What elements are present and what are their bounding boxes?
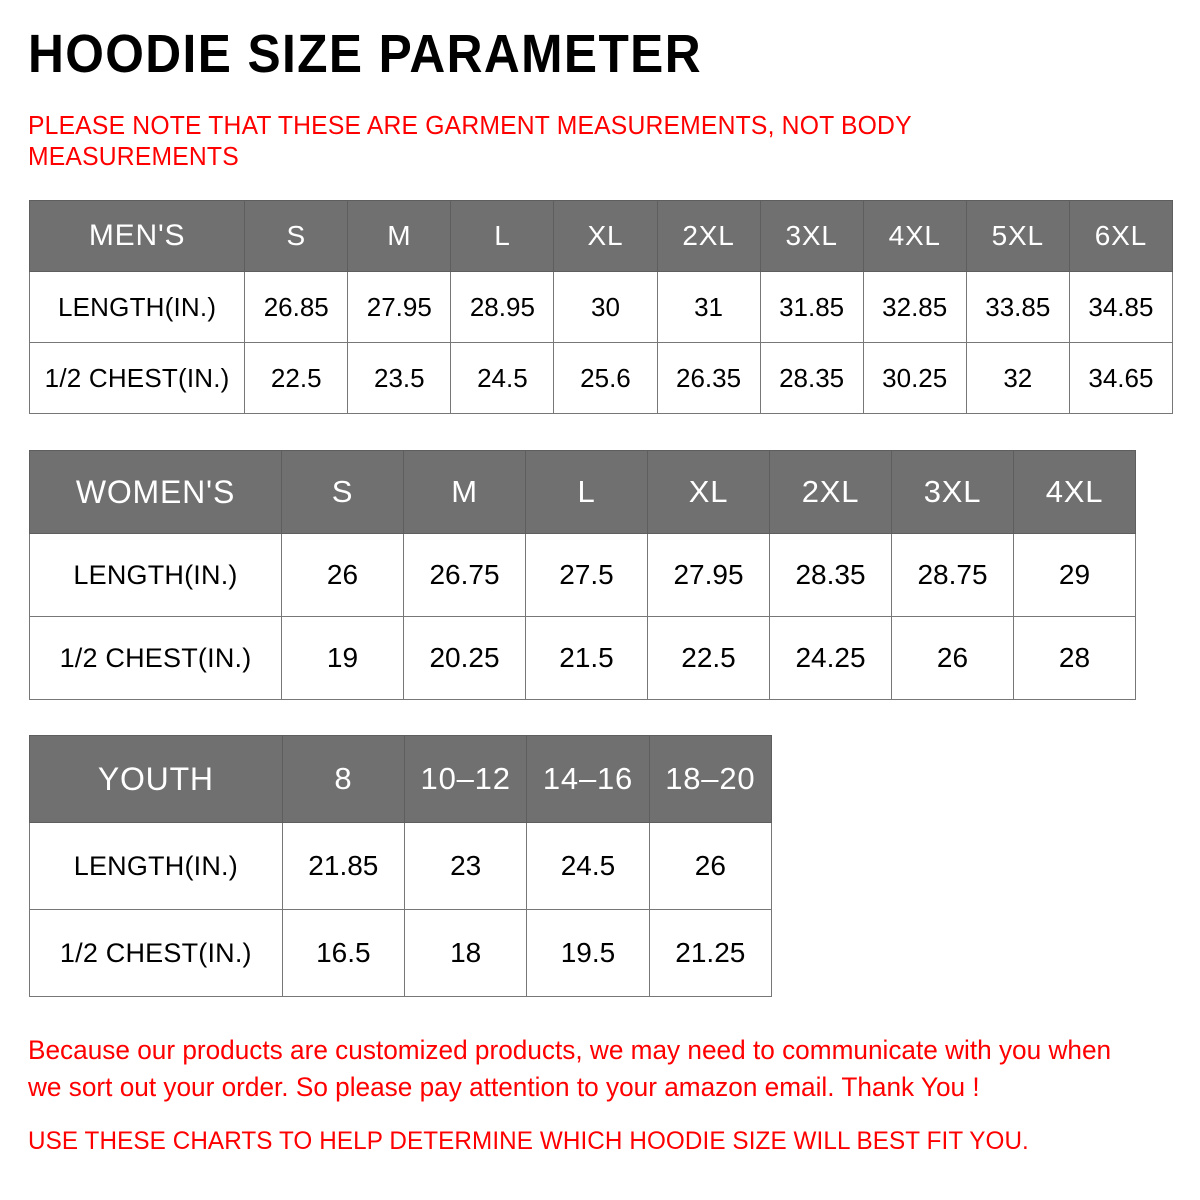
womens-row-label-2: 1/2 CHEST(IN.) (29, 616, 282, 700)
mens-measure-1-4: 30 (553, 271, 658, 343)
table-row: 1/2 CHEST(IN.) 22.5 23.5 24.5 25.6 26.35 28.35… (28, 342, 1174, 414)
youth-size-header-4: 18–20 (648, 735, 773, 823)
womens-size-header-3: L (525, 450, 648, 534)
youth-row-label-1: LENGTH(IN.) (29, 822, 283, 910)
womens-measure-2-6: 26 (891, 616, 1014, 700)
womens-size-header-2: M (403, 450, 526, 534)
mens-size-header-5: 2XL (656, 200, 761, 272)
mens-measure-2-2: 23.5 (347, 342, 452, 414)
mens-table-body: LENGTH(IN.) 26.85 27.95 28.95 30 31 31.85 32.85… (28, 271, 1174, 414)
youth-size-table: YOUTH 8 10–12 14–16 18–20 LENGTH(IN.) 21.85 23… (29, 735, 773, 997)
womens-measure-2-5: 24.25 (769, 616, 892, 700)
mens-measure-2-4: 25.6 (553, 342, 658, 414)
table-row: LENGTH(IN.) 26.85 27.95 28.95 30 31 31.85 32.85… (28, 271, 1174, 343)
youth-table-body: LENGTH(IN.) 21.85 23 24.5 26 1/2 CHEST(IN.) 16… (29, 822, 773, 997)
mens-measure-2-8: 32 (965, 342, 1070, 414)
womens-size-header-5: 2XL (769, 450, 892, 534)
page-title: HOODIE SIZE PARAMETER (28, 24, 702, 84)
mens-measure-1-3: 28.95 (450, 271, 555, 343)
youth-measure-1-4: 26 (648, 822, 773, 910)
mens-measure-1-2: 27.95 (347, 271, 452, 343)
table-header-row: WOMEN'S S M L XL 2XL 3XL 4XL (29, 450, 1136, 534)
womens-measure-1-6: 28.75 (891, 533, 1014, 617)
mens-row-label-2: 1/2 CHEST(IN.) (28, 342, 246, 414)
youth-size-header-1: 8 (281, 735, 406, 823)
youth-measure-1-3: 24.5 (526, 822, 650, 910)
mens-size-header-3: L (450, 200, 555, 272)
youth-measure-1-1: 21.85 (281, 822, 406, 910)
mens-measure-1-7: 32.85 (862, 271, 967, 343)
mens-row-label-1: LENGTH(IN.) (28, 271, 246, 343)
mens-measure-1-6: 31.85 (759, 271, 864, 343)
womens-size-header-7: 4XL (1013, 450, 1136, 534)
womens-measure-1-3: 27.5 (525, 533, 648, 617)
mens-size-header-6: 3XL (759, 200, 864, 272)
mens-measure-2-6: 28.35 (759, 342, 864, 414)
table-row: 1/2 CHEST(IN.) 16.5 18 19.5 21.25 (29, 909, 773, 997)
youth-measure-2-2: 18 (403, 909, 528, 997)
mens-measure-2-3: 24.5 (450, 342, 555, 414)
womens-measure-1-1: 26 (281, 533, 404, 617)
garment-measurement-note: PLEASE NOTE THAT THESE ARE GARMENT MEASU… (28, 110, 912, 171)
table-row: LENGTH(IN.) 26 26.75 27.5 27.95 28.35 28.75 29 (29, 533, 1136, 617)
mens-size-header-1: S (244, 200, 349, 272)
mens-size-header-8: 5XL (965, 200, 1070, 272)
table-header-row: YOUTH 8 10–12 14–16 18–20 (29, 735, 773, 823)
mens-table-head: MEN'S S M L XL 2XL 3XL 4XL 5XL 6XL (28, 200, 1174, 272)
youth-measure-2-4: 21.25 (648, 909, 773, 997)
youth-size-header-3: 14–16 (526, 735, 650, 823)
mens-size-header-2: M (347, 200, 452, 272)
womens-size-header-1: S (281, 450, 404, 534)
youth-row-label-2: 1/2 CHEST(IN.) (29, 909, 283, 997)
youth-table-head: YOUTH 8 10–12 14–16 18–20 (29, 735, 773, 823)
womens-size-table: WOMEN'S S M L XL 2XL 3XL 4XL LENGTH(IN.) 26 26.75… (29, 450, 1136, 700)
mens-measure-2-5: 26.35 (656, 342, 761, 414)
mens-corner-label: MEN'S (28, 200, 246, 272)
youth-measure-2-3: 19.5 (526, 909, 650, 997)
womens-measure-2-3: 21.5 (525, 616, 648, 700)
mens-size-header-7: 4XL (862, 200, 967, 272)
womens-size-header-6: 3XL (891, 450, 1014, 534)
mens-measure-2-9: 34.65 (1068, 342, 1174, 414)
womens-table-body: LENGTH(IN.) 26 26.75 27.5 27.95 28.35 28.75 29 1… (29, 533, 1136, 700)
womens-measure-2-2: 20.25 (403, 616, 526, 700)
womens-corner-label: WOMEN'S (29, 450, 282, 534)
mens-measure-2-7: 30.25 (862, 342, 967, 414)
mens-measure-2-1: 22.5 (244, 342, 349, 414)
womens-measure-1-2: 26.75 (403, 533, 526, 617)
mens-measure-1-1: 26.85 (244, 271, 349, 343)
womens-measure-2-4: 22.5 (647, 616, 770, 700)
footer-usage-note: USE THESE CHARTS TO HELP DETERMINE WHICH… (28, 1127, 1029, 1155)
youth-corner-label: YOUTH (29, 735, 283, 823)
womens-measure-1-5: 28.35 (769, 533, 892, 617)
youth-measure-2-1: 16.5 (281, 909, 406, 997)
mens-size-header-9: 6XL (1068, 200, 1174, 272)
womens-row-label-1: LENGTH(IN.) (29, 533, 282, 617)
youth-measure-1-2: 23 (403, 822, 528, 910)
footer-customization-note: Because our products are customized prod… (28, 1035, 1112, 1102)
womens-table-head: WOMEN'S S M L XL 2XL 3XL 4XL (29, 450, 1136, 534)
womens-measure-1-4: 27.95 (647, 533, 770, 617)
mens-measure-1-8: 33.85 (965, 271, 1070, 343)
table-row: 1/2 CHEST(IN.) 19 20.25 21.5 22.5 24.25 26 28 (29, 616, 1136, 700)
mens-measure-1-5: 31 (656, 271, 761, 343)
mens-size-header-4: XL (553, 200, 658, 272)
womens-size-header-4: XL (647, 450, 770, 534)
table-row: LENGTH(IN.) 21.85 23 24.5 26 (29, 822, 773, 910)
mens-size-table: MEN'S S M L XL 2XL 3XL 4XL 5XL 6XL LENGTH(IN.) 26.… (28, 200, 1174, 414)
table-header-row: MEN'S S M L XL 2XL 3XL 4XL 5XL 6XL (28, 200, 1174, 272)
womens-measure-2-1: 19 (281, 616, 404, 700)
youth-size-header-2: 10–12 (403, 735, 528, 823)
womens-measure-1-7: 29 (1013, 533, 1136, 617)
mens-measure-1-9: 34.85 (1068, 271, 1174, 343)
womens-measure-2-7: 28 (1013, 616, 1136, 700)
